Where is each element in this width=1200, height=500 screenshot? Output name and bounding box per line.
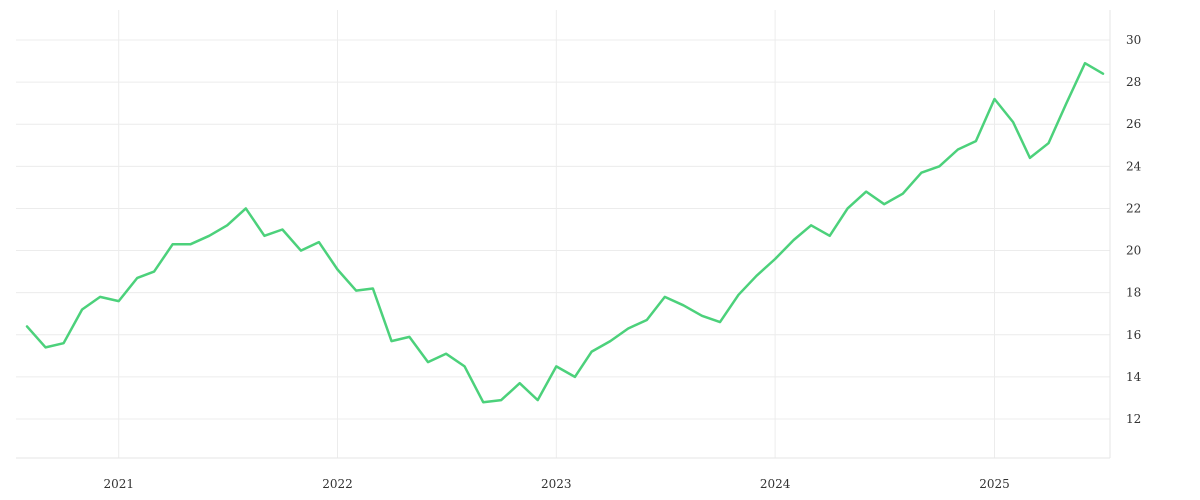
x-tick-label-2024: 2024 (760, 477, 791, 491)
y-tick-label-12: 12 (1126, 412, 1141, 426)
y-tick-label-28: 28 (1126, 75, 1141, 89)
axes (16, 10, 1111, 459)
x-gridlines (118, 10, 996, 458)
x-tick-label-2025: 2025 (979, 477, 1010, 491)
y-tick-label-24: 24 (1126, 159, 1142, 173)
y-gridlines (16, 39, 1110, 420)
x-tick-label-2023: 2023 (541, 477, 572, 491)
series-line-0 (25, 61, 1105, 404)
y-tick-label-26: 26 (1126, 117, 1141, 131)
x-tick-label-2021: 2021 (103, 477, 134, 491)
y-tick-labels: 12 14 16 18 20 22 24 26 28 30 (1126, 33, 1142, 426)
y-tick-label-20: 20 (1126, 244, 1141, 258)
y-tick-label-14: 14 (1126, 370, 1142, 384)
y-tick-label-30: 30 (1126, 33, 1141, 47)
y-tick-label-18: 18 (1126, 286, 1141, 300)
y-tick-label-16: 16 (1126, 328, 1141, 342)
y-tick-label-22: 22 (1126, 201, 1141, 215)
series-layer (25, 61, 1105, 404)
x-tick-labels: 2021 2022 2023 2024 2025 (103, 477, 1009, 491)
x-tick-label-2022: 2022 (322, 477, 353, 491)
